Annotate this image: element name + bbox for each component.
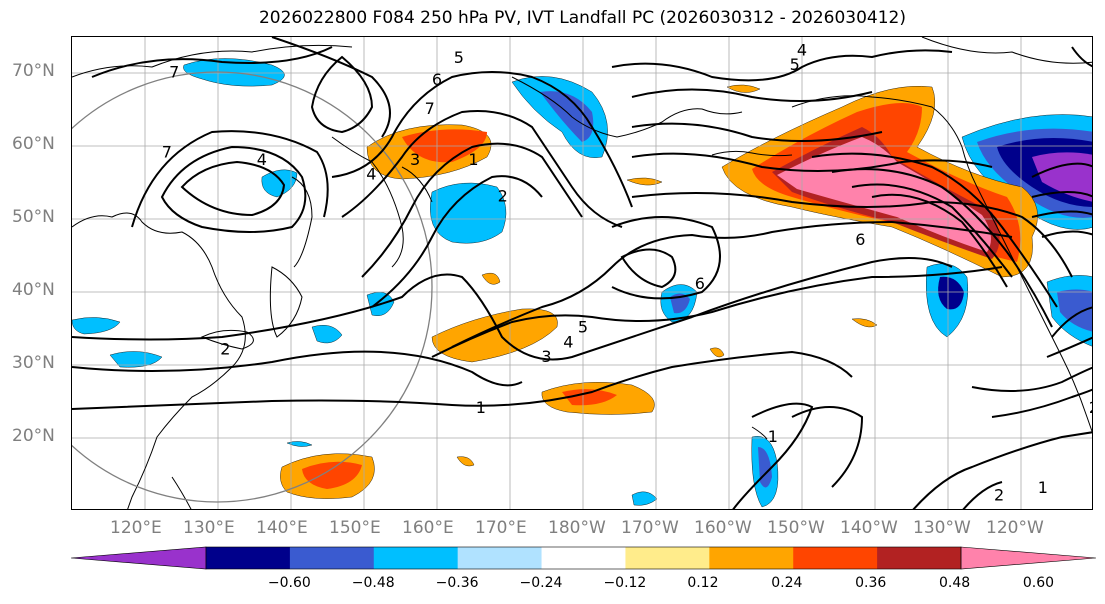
colorbar-segment <box>541 547 626 569</box>
lon-label: 140°E <box>256 518 308 538</box>
contour-label: 6 <box>432 70 442 89</box>
contour-label: 4 <box>563 332 573 351</box>
contour-label: 4 <box>366 165 376 184</box>
colorbar-tick-label: 0.36 <box>855 575 887 591</box>
colorbar-tick-label: −0.12 <box>603 575 647 591</box>
lat-label: 60°N <box>12 134 55 155</box>
contour-label: 4 <box>257 150 267 169</box>
shade-blue-coast <box>1057 289 1092 332</box>
lat-label: 50°N <box>12 207 55 228</box>
contour-label: 1 <box>1038 478 1048 497</box>
shade-orange-small1 <box>481 272 501 285</box>
lon-label: 130°W <box>913 518 971 538</box>
shade-orange-small2 <box>456 456 475 467</box>
contour-label: 5 <box>454 48 464 67</box>
colorbar-tick-label: 0.60 <box>1022 575 1055 591</box>
lon-label: 130°E <box>183 518 235 538</box>
contour-label: 7 <box>162 143 172 162</box>
lon-label: 120°W <box>986 518 1044 538</box>
colorbar-extend-high <box>960 546 1097 570</box>
shade-orange-mid <box>431 308 558 363</box>
contour-label: 2 <box>1089 398 1093 417</box>
shade-red-south <box>562 389 617 406</box>
colorbar-segment <box>206 547 291 569</box>
shade-cyan-small4 <box>631 491 658 506</box>
colorbar-segment <box>373 547 459 569</box>
shade-cyan-small3 <box>286 441 313 447</box>
shade-cyan-east-asia <box>261 169 298 198</box>
map-panel: 7756744312213456645612215 <box>71 36 1093 510</box>
shade-orange-small5 <box>709 347 725 358</box>
contour-label: 6 <box>855 230 865 249</box>
range-circle <box>72 71 433 503</box>
colorbar-outline <box>205 546 962 570</box>
shade-cyan-japan <box>109 351 163 368</box>
contour-label: 7 <box>425 99 435 118</box>
contour-label: 7 <box>169 62 179 81</box>
contour-label: 5 <box>578 318 588 337</box>
lat-label: 20°N <box>12 426 55 447</box>
colorbar-tick-label: −0.60 <box>267 575 311 591</box>
shade-navy-east <box>938 276 964 310</box>
contour-label: 3 <box>541 347 551 366</box>
shade-cyan-small2 <box>311 325 343 344</box>
lat-label: 30°N <box>12 353 55 374</box>
contour-label: 4 <box>797 41 807 60</box>
lat-label: 40°N <box>12 280 55 301</box>
shade-blue-bering <box>540 91 594 142</box>
shaded-pv-regions <box>72 58 1092 508</box>
colorbar-extend-low <box>70 546 207 570</box>
shade-orange-small3 <box>626 177 663 186</box>
colorbar-tick-label: −0.48 <box>351 575 395 591</box>
contour-label: 1 <box>476 398 486 417</box>
colorbar-segment <box>289 547 375 569</box>
contour-label: 6 <box>695 274 705 293</box>
map-canvas: 7756744312213456645612215 <box>72 37 1093 509</box>
shade-cyan-left <box>72 317 121 335</box>
colorbar-tick-label: 0.12 <box>687 575 719 591</box>
colorbar-segment <box>877 547 962 569</box>
contour-label: 1 <box>468 150 478 169</box>
lon-label: 170°W <box>621 518 679 538</box>
lat-label: 70°N <box>12 61 55 82</box>
lon-label: 120°E <box>110 518 162 538</box>
contour-label-group: 7756744312213456645612215 <box>162 41 1093 505</box>
lon-label: 180°W <box>548 518 606 538</box>
contour-label: 2 <box>994 485 1004 504</box>
coastlines <box>72 37 1092 509</box>
shade-red-sw <box>302 461 362 489</box>
colorbar-tick-label: 0.48 <box>939 575 971 591</box>
colorbar-segment <box>709 547 794 569</box>
contour-label: 2 <box>498 186 508 205</box>
pv-contours <box>72 37 1092 509</box>
lon-label: 160°W <box>694 518 752 538</box>
contour-label: 3 <box>410 150 420 169</box>
map-title: 2026022800 F084 250 hPa PV, IVT Landfall… <box>258 8 906 28</box>
colorbar-segment <box>457 547 543 569</box>
colorbar-segment <box>625 547 710 569</box>
colorbar-tick-label: −0.24 <box>519 575 563 591</box>
contour-label: 2 <box>220 340 230 359</box>
colorbar-tick-label: 0.24 <box>771 575 803 591</box>
lon-label: 140°W <box>840 518 898 538</box>
lon-label: 170°E <box>475 518 527 538</box>
contour-label: 1 <box>768 427 778 446</box>
lon-label: 160°E <box>402 518 454 538</box>
colorbar <box>70 546 1097 570</box>
colorbar-tick-label: −0.36 <box>435 575 479 591</box>
contour-label: 5 <box>790 55 800 74</box>
colorbar-segment <box>793 547 878 569</box>
shade-orange-small4 <box>726 84 761 93</box>
lon-label: 150°W <box>767 518 825 538</box>
shade-purple-ne <box>1032 152 1092 202</box>
lon-label: 150°E <box>329 518 381 538</box>
shade-orange-small6 <box>851 318 878 328</box>
